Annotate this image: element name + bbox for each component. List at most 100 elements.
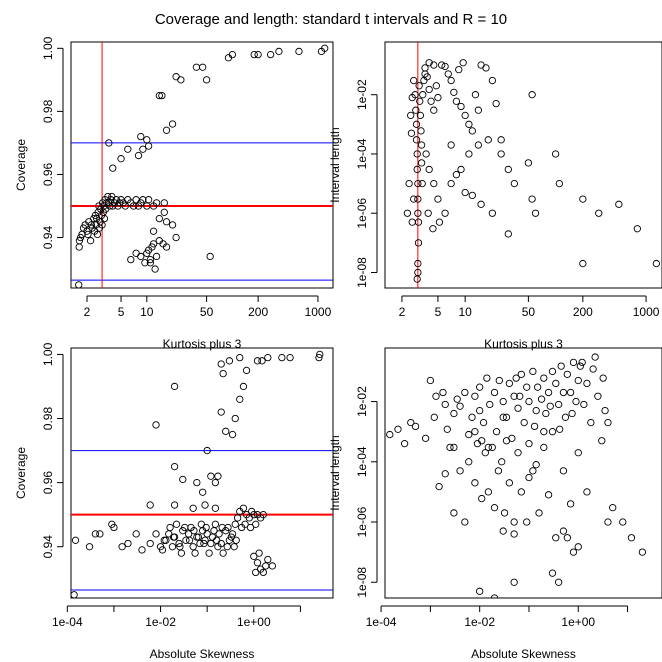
data-point	[441, 400, 449, 409]
data-point	[170, 382, 179, 391]
data-point	[177, 76, 185, 84]
data-point	[96, 530, 104, 538]
plot-area	[386, 353, 647, 598]
x-tick-label: 2	[399, 305, 406, 319]
x-axis: 1e-04 1e-02 1e+00	[52, 605, 301, 629]
y-tick-label: 0.96	[41, 162, 55, 186]
data-point	[252, 520, 260, 528]
data-point	[450, 88, 458, 96]
data-point	[504, 165, 512, 174]
data-point	[151, 265, 159, 273]
data-point	[490, 594, 499, 598]
data-point	[465, 458, 473, 466]
data-point	[471, 428, 479, 436]
data-point	[266, 50, 275, 59]
data-point	[529, 467, 537, 475]
data-point	[652, 259, 661, 268]
x-axis-label: Absolute Skewness	[150, 647, 255, 661]
data-point	[576, 362, 584, 370]
data-point	[478, 437, 486, 445]
data-point	[162, 243, 171, 251]
data-point	[523, 383, 531, 391]
data-point	[230, 543, 238, 551]
data-point	[124, 539, 132, 548]
data-point	[117, 155, 125, 163]
data-point	[207, 472, 215, 480]
data-point	[258, 357, 266, 365]
data-point	[524, 159, 533, 167]
x-axis: 1e-04 1e-02 1e+00	[366, 605, 629, 629]
data-point	[168, 543, 177, 551]
data-point	[155, 91, 163, 100]
data-point	[461, 518, 469, 526]
data-point	[471, 479, 479, 487]
data-point	[110, 523, 118, 532]
data-point	[412, 136, 421, 144]
data-point	[177, 549, 186, 557]
data-point	[155, 214, 163, 223]
data-point	[232, 536, 240, 544]
data-point	[218, 523, 226, 532]
data-point	[430, 179, 438, 188]
data-point	[417, 127, 425, 135]
data-point	[548, 367, 557, 376]
data-point	[418, 179, 426, 188]
data-point	[542, 409, 550, 418]
data-point	[499, 527, 507, 535]
y-tick-label: 1e-02	[355, 386, 369, 417]
data-point	[160, 208, 168, 216]
data-point	[512, 374, 520, 382]
y-tick-label: 0.98	[41, 407, 55, 431]
data-point	[246, 523, 255, 532]
data-point	[500, 509, 509, 517]
data-point	[504, 230, 512, 238]
data-point	[219, 549, 227, 557]
data-point	[525, 473, 533, 482]
data-point	[152, 530, 160, 538]
data-point	[149, 227, 158, 235]
data-point	[146, 259, 155, 267]
data-point	[199, 63, 207, 71]
data-point	[535, 509, 543, 517]
data-point	[425, 165, 433, 174]
data-point	[563, 370, 571, 379]
data-point	[84, 230, 92, 239]
data-point	[169, 533, 178, 541]
data-point	[413, 150, 421, 158]
data-point	[412, 120, 421, 128]
data-point	[523, 518, 531, 526]
y-tick-label: 1e-06	[355, 198, 369, 229]
data-point	[93, 230, 102, 239]
data-point	[528, 195, 536, 203]
data-point	[105, 139, 113, 147]
data-point	[556, 425, 564, 433]
data-point	[533, 383, 542, 391]
data-point	[413, 275, 421, 283]
data-point	[461, 188, 469, 197]
data-point	[228, 430, 237, 439]
x-tick-label: 1e-02	[464, 615, 495, 629]
data-point	[456, 467, 464, 475]
data-point	[557, 362, 565, 370]
data-point	[484, 136, 492, 144]
y-axis: 0.94 0.96 0.98 1.00	[41, 342, 64, 558]
plot-area	[71, 350, 333, 598]
data-point	[432, 392, 440, 400]
data-point	[477, 200, 485, 208]
data-point	[580, 400, 588, 409]
plot-area	[403, 42, 661, 288]
data-point	[481, 449, 489, 457]
data-point	[443, 425, 451, 433]
x-tick-label: 1e+00	[237, 615, 271, 629]
data-point	[252, 568, 260, 577]
data-point	[224, 523, 232, 532]
data-point	[426, 376, 435, 385]
data-point	[447, 141, 455, 149]
data-point	[259, 511, 267, 519]
data-point	[579, 195, 587, 203]
data-point	[255, 549, 263, 557]
data-point	[551, 150, 560, 158]
data-point	[455, 66, 463, 74]
data-point	[144, 142, 153, 150]
data-point	[211, 504, 220, 512]
